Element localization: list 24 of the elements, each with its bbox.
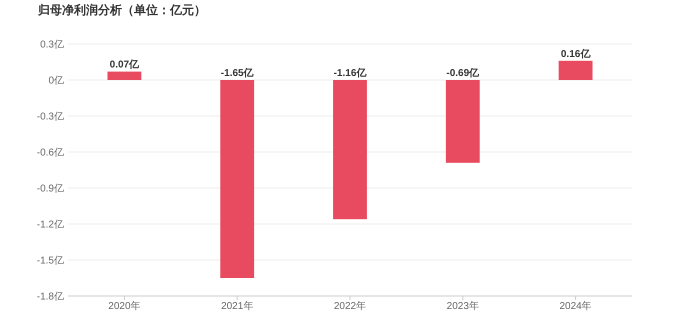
x-tick-label: 2022年 [334, 300, 366, 312]
x-tick-label: 2023年 [446, 300, 479, 312]
y-tick-label: -1.2亿 [36, 220, 64, 230]
data-label: -0.69亿 [446, 67, 480, 79]
x-tick-label: 2024年 [559, 300, 592, 312]
bar [446, 80, 480, 163]
data-label: 0.07亿 [110, 58, 140, 71]
x-tick-label: 2021年 [221, 300, 254, 312]
bar [107, 72, 142, 80]
data-label: 0.16亿 [560, 48, 592, 60]
y-tick-label: -0.3亿 [36, 112, 64, 122]
y-tick-label: -0.6亿 [36, 148, 64, 158]
bar [220, 80, 254, 278]
y-tick-label: -1.8亿 [36, 292, 64, 302]
chart-title: 归母净利润分析（单位：亿元） [37, 3, 206, 17]
y-tick-label: 0亿 [48, 76, 64, 86]
y-tick-label: -1.5亿 [36, 256, 64, 266]
y-tick-label: -0.9亿 [36, 184, 64, 194]
data-label: -1.16亿 [334, 67, 368, 79]
data-label: -1.65亿 [220, 67, 255, 79]
bar [558, 60, 593, 80]
x-tick-label: 2020年 [108, 300, 141, 312]
bar [333, 80, 367, 220]
y-tick-label: 0.3亿 [40, 40, 64, 50]
